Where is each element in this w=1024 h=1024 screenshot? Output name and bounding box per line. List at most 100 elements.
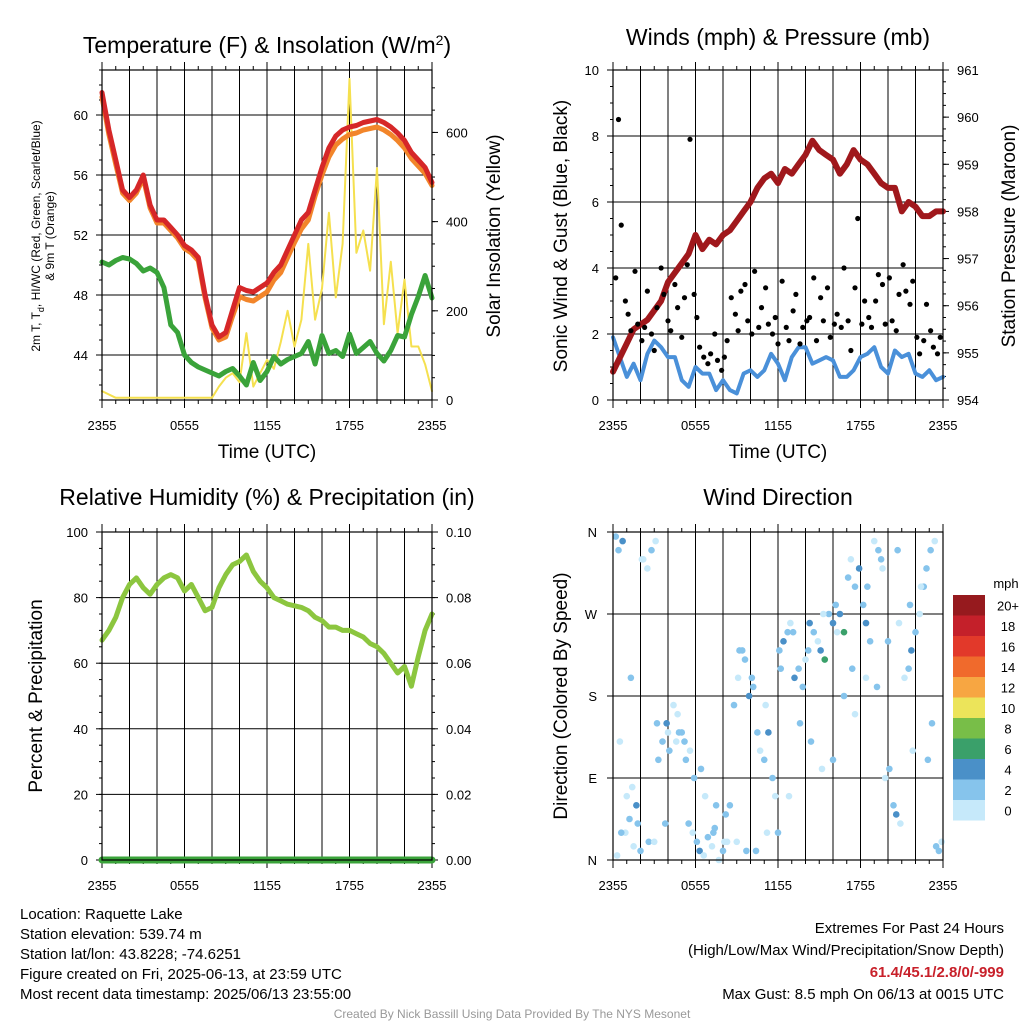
direction-point xyxy=(655,756,662,764)
colorbar-label: 14 xyxy=(1001,660,1015,675)
direction-point xyxy=(708,843,716,850)
direction-point xyxy=(909,747,917,754)
temperature-y-tick-label: 56 xyxy=(74,168,88,183)
gust-point xyxy=(797,341,803,347)
direction-point xyxy=(905,665,912,672)
gust-point xyxy=(775,341,781,347)
humidity-y-tick-label: 0 xyxy=(81,853,88,868)
direction-point xyxy=(734,674,742,682)
gust-point xyxy=(896,291,902,297)
colorbar-label: 4 xyxy=(1004,762,1011,777)
gust-point xyxy=(756,324,762,330)
direction-point xyxy=(817,647,824,654)
direction-point xyxy=(862,619,870,627)
direction-x-tick-label: 0555 xyxy=(681,878,710,893)
direction-point xyxy=(894,546,901,554)
humidity-y-right-tick-label: 0.04 xyxy=(446,722,471,737)
gust-point xyxy=(790,308,796,314)
humidity-y-tick-label: 80 xyxy=(74,591,88,606)
direction-point xyxy=(762,701,769,709)
credit-line: Created By Nick Bassill Using Data Provi… xyxy=(333,1007,691,1021)
direction-point xyxy=(923,565,930,572)
colorbar-label: 10 xyxy=(1001,701,1015,716)
direction-point xyxy=(806,619,813,627)
direction-point xyxy=(833,628,841,636)
direction-point xyxy=(693,838,701,846)
gust-point xyxy=(783,324,789,330)
direction-point xyxy=(840,692,848,700)
gust-point xyxy=(724,338,730,344)
gust-point xyxy=(742,281,748,288)
temperature-2m-series xyxy=(99,90,435,340)
direction-point xyxy=(634,820,642,827)
winds-x-tick-label: 1155 xyxy=(764,418,792,433)
direction-point xyxy=(712,802,720,809)
humidity-y-tick-label: 20 xyxy=(74,787,88,802)
colorbar-swatch xyxy=(953,677,985,698)
direction-point xyxy=(864,583,871,590)
gust-point xyxy=(889,318,895,324)
direction-point xyxy=(612,533,620,540)
direction-point xyxy=(765,729,772,736)
direction-point xyxy=(938,838,945,846)
gust-point xyxy=(665,318,671,324)
gust-point xyxy=(834,311,840,317)
gust-point xyxy=(628,328,634,334)
gust-point xyxy=(681,295,688,301)
temperature-left-axis-label: 2m T, Td, HI/WC (Red, Green, Scarlet/Blu… xyxy=(29,120,46,351)
direction-point xyxy=(820,610,827,618)
direction-point xyxy=(927,546,934,554)
humidity-y-right-tick-label: 0.00 xyxy=(446,853,471,868)
gust-point xyxy=(934,351,941,357)
gust-point xyxy=(855,215,861,222)
gust-point xyxy=(845,318,851,324)
gust-point xyxy=(820,318,826,324)
colorbar-label: 6 xyxy=(1004,742,1011,757)
direction-point xyxy=(704,833,712,841)
temperature-frame xyxy=(101,69,433,401)
relative-humidity-series xyxy=(99,552,435,689)
direction-point xyxy=(653,720,661,727)
direction-point xyxy=(877,556,885,563)
gust-point xyxy=(661,291,667,297)
direction-point xyxy=(884,638,892,645)
direction-point xyxy=(859,601,867,609)
gust-point xyxy=(712,331,718,337)
gust-point xyxy=(910,278,916,284)
winds-x-axis-label: Time (UTC) xyxy=(729,442,828,463)
humidity-x-tick-label: 2355 xyxy=(88,878,117,893)
gust-point xyxy=(651,347,657,354)
station-elevation: Station elevation: 539.74 m xyxy=(20,926,202,943)
gust-point xyxy=(654,305,660,311)
gust-point xyxy=(691,291,697,297)
direction-point xyxy=(791,674,798,682)
direction-point xyxy=(637,847,644,855)
direction-point xyxy=(890,802,897,809)
extremes-title: Extremes For Past 24 Hours xyxy=(814,920,1004,937)
direction-point xyxy=(628,783,636,791)
temperature-y-right-tick-label: 200 xyxy=(446,304,468,319)
gust-point xyxy=(875,272,881,278)
dewpoint-series xyxy=(99,255,435,388)
direction-point xyxy=(814,638,822,645)
direction-point xyxy=(661,820,669,827)
gust-point xyxy=(658,265,664,271)
gust-point xyxy=(786,338,792,344)
direction-point xyxy=(650,838,658,846)
direction-point xyxy=(674,710,681,718)
winds-y-tick-label: 8 xyxy=(592,129,599,144)
gust-point xyxy=(719,367,725,373)
direction-y-tick-label: S xyxy=(588,689,597,704)
direction-point xyxy=(648,546,655,554)
winds-y-tick-label: 2 xyxy=(592,327,599,342)
colorbar-label: 16 xyxy=(1001,639,1015,654)
direction-point xyxy=(672,738,680,745)
direction-point xyxy=(847,556,855,563)
direction-point xyxy=(906,601,914,609)
direction-point xyxy=(754,729,761,736)
gust-point xyxy=(745,318,751,324)
humidity-panel-title: Relative Humidity (%) & Precipitation (i… xyxy=(59,484,474,510)
humidity-x-tick-label: 1155 xyxy=(253,878,281,893)
direction-point xyxy=(799,683,807,691)
